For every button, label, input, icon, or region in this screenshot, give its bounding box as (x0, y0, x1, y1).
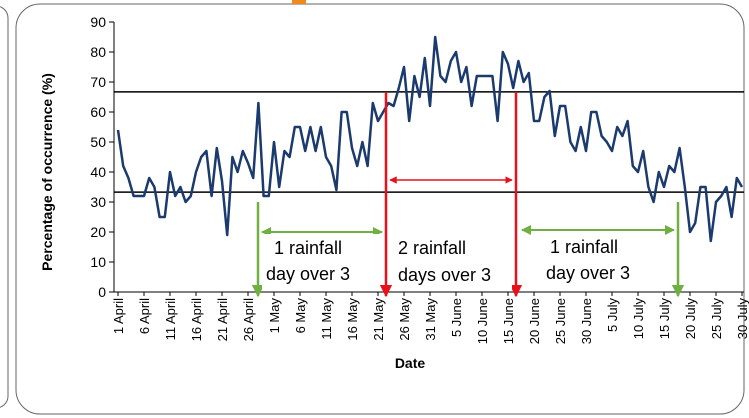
x-tick-label: 21 April (215, 298, 230, 341)
annotation: 1 rainfall (274, 238, 342, 258)
x-tick-label: 15 July (657, 298, 672, 340)
y-tick-label: 10 (90, 254, 106, 270)
x-tick-label: 6 April (137, 298, 152, 334)
x-tick-label: 6 May (293, 298, 308, 334)
x-tick-label: 15 June (501, 298, 516, 344)
title-fragment (292, 0, 306, 4)
panel-frame (0, 6, 9, 408)
y-tick-label: 90 (90, 14, 106, 30)
x-tick-label: 16 May (345, 298, 360, 341)
x-axis-label: Date (395, 355, 426, 371)
series-line (116, 35, 744, 243)
x-tick-label: 26 April (241, 298, 256, 341)
x-tick-label: 25 June (553, 298, 568, 344)
x-tick-label: 16 April (189, 298, 204, 341)
y-tick-label: 70 (90, 74, 106, 90)
annotation: 1 rainfall (550, 237, 618, 257)
annotation: days over 3 (398, 265, 491, 285)
plot: 0 10 20 30 40 50 60 70 80 90 1 April 6 April 11 Apri… (90, 14, 749, 344)
chart-frame (15, 3, 745, 415)
label-bg (262, 234, 380, 290)
label-bg (394, 234, 512, 290)
x-tick-label: 11 May (319, 298, 334, 340)
x-tick-label: 1 May (267, 298, 282, 334)
y-tick-label: 80 (90, 44, 106, 60)
x-tick-label: 1 April (111, 298, 126, 334)
x-tick-label: 20 July (683, 298, 698, 340)
annotation: 2 rainfall (398, 238, 466, 258)
x-tick-label: 26 May (397, 298, 412, 341)
y-axis-label: Percentage of occurrence (%) (39, 73, 55, 271)
y-tick-label: 40 (90, 164, 106, 180)
x-tick-label: 10 June (475, 298, 490, 344)
x-tick-label: 11 April (163, 298, 178, 341)
y-tick-label: 30 (90, 194, 106, 210)
x-tick-label: 31 May (423, 298, 438, 341)
x-tick-label: 21 May (371, 298, 386, 341)
annotation: day over 3 (546, 263, 630, 283)
x-tick-label: 30 June (579, 298, 594, 344)
y-tick-label: 0 (98, 284, 106, 300)
x-tick-label: 25 July (709, 298, 724, 340)
x-tick-label: 5 July (605, 298, 620, 332)
y-tick-label: 50 (90, 134, 106, 150)
y-tick-label: 20 (90, 224, 106, 240)
x-tick-label: 5 June (449, 298, 464, 337)
label-bg (544, 232, 662, 288)
annotation: day over 3 (266, 264, 350, 284)
x-tick-label: 20 June (527, 298, 542, 344)
x-tick-label: 30 July (735, 298, 749, 340)
x-tick-label: 10 July (631, 298, 646, 340)
y-tick-label: 60 (90, 104, 106, 120)
